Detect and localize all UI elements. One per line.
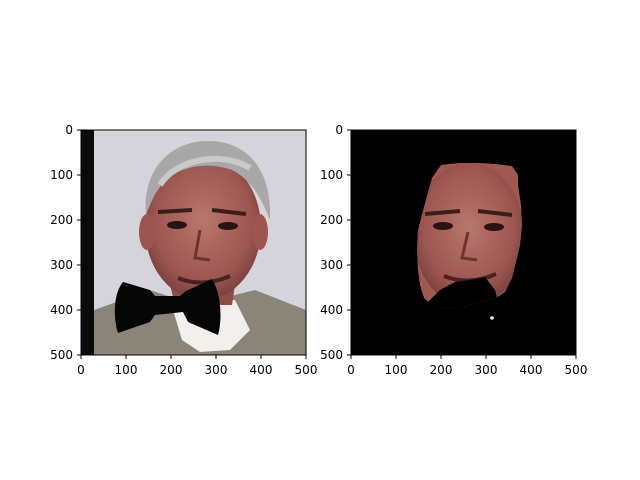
right-ytick-label: 0 (335, 123, 343, 137)
right-xtick-label: 0 (347, 363, 355, 377)
right-image (351, 130, 576, 355)
left-axes: 0 100 200 300 400 500 0 100 200 300 400 500 (50, 123, 317, 377)
left-xtick-label: 0 (77, 363, 85, 377)
right-xtick-label: 100 (385, 363, 408, 377)
left-xtick-label: 500 (295, 363, 318, 377)
face (145, 156, 261, 300)
right-xtick-label: 300 (475, 363, 498, 377)
right-ytick-label: 300 (320, 258, 343, 272)
left-axes-frame (80, 129, 307, 356)
left-xtick-label: 400 (250, 363, 273, 377)
right-ytick-label: 100 (320, 168, 343, 182)
left-ytick-label: 100 (50, 168, 73, 182)
left-ytick-label: 0 (65, 123, 73, 137)
bowtie-mask (114, 279, 221, 335)
dark-edge-strip (81, 130, 94, 355)
right-ytick-label: 500 (320, 348, 343, 362)
segmented-face (417, 163, 522, 307)
right-axes-frame (350, 129, 577, 356)
left-ytick-label: 400 (50, 303, 73, 317)
right-axes: 0 100 200 300 400 500 0 100 200 300 400 500 (320, 123, 587, 377)
left-ytick-label: 500 (50, 348, 73, 362)
left-ytick-label: 300 (50, 258, 73, 272)
left-xtick-label: 300 (205, 363, 228, 377)
right-xtick-label: 500 (565, 363, 588, 377)
right-ytick-label: 200 (320, 213, 343, 227)
left-xtick-label: 200 (160, 363, 183, 377)
left-xtick-label: 100 (115, 363, 138, 377)
right-xtick-label: 200 (430, 363, 453, 377)
left-ytick-label: 200 (50, 213, 73, 227)
left-image (81, 130, 306, 355)
right-xtick-label: 400 (520, 363, 543, 377)
right-ytick-label: 400 (320, 303, 343, 317)
